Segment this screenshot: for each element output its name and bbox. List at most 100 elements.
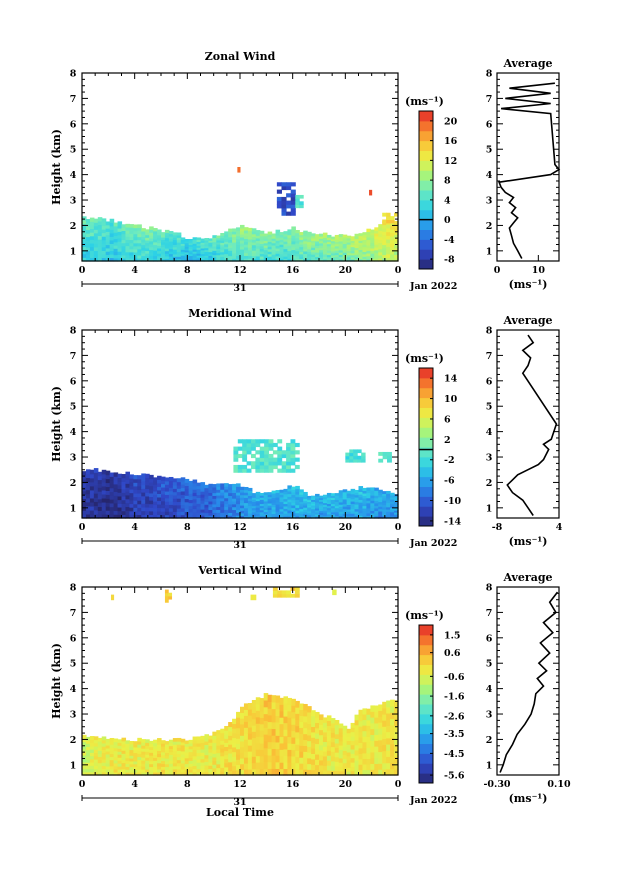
colorbar-segment [419,743,433,754]
heatmap-patch [286,457,291,462]
x-tick-label: 8 [184,522,191,533]
colorbar-segment [419,644,433,656]
colorbar-segment [419,476,433,487]
colorbar-tick-label: 4 [444,195,451,206]
heatmap-patch [255,450,261,455]
y-tick-label: 5 [70,402,77,413]
colorbar-tick-label: 8 [444,176,451,187]
colorbar-segment [419,694,433,705]
average-y-tick-label: 6 [486,119,493,130]
heatmap-patch [295,201,300,205]
x-tick-label: 0 [79,265,86,276]
colorbar-segment [419,456,433,468]
heatmap-patch [386,212,391,217]
heatmap-patch [255,468,261,473]
colorbar-frame [418,624,434,784]
colorbar-tick-label: -6 [444,476,455,487]
average-y-tick-label: 1 [486,760,493,771]
average-y-tick-label: 7 [486,94,493,105]
heatmap-patch [272,593,278,598]
heatmap-patch [277,450,283,455]
heatmap-patch [250,442,256,448]
date-month: Jan 2022 [409,538,457,549]
heatmap-patch [290,211,296,216]
x-tick-label: 0 [395,265,402,276]
heatmap-patch [386,216,391,221]
colorbar-segment [419,447,433,458]
average-profile: Average 1 2 3 4 5 6 7 8 -8 4 (ms⁻¹) [486,314,563,548]
heatmap-patch [264,453,270,459]
date-day: 31 [233,540,246,551]
heatmap-patch [264,461,270,466]
heatmap-patch [110,594,115,601]
heatmap-patch [281,207,287,213]
heatmap-patch [290,193,296,198]
average-y-tick-label: 2 [486,735,493,746]
colorbar-tick-label: 20 [444,116,458,127]
heatmap-patch [353,458,358,463]
heatmap-patch [378,458,384,463]
heatmap-patch [168,592,173,597]
x-tick-label: 20 [339,779,353,790]
heatmap-patch [259,468,265,473]
colorbar-segment [419,723,433,735]
heatmap-patch [268,468,274,473]
heatmap-field [82,167,399,262]
heatmap-patch [349,458,354,463]
heatmap-patch [277,590,283,595]
heatmap-patch [242,442,248,448]
heatmap-patch [242,453,248,459]
heatmap-patch [281,468,287,473]
heatmap-patch [246,442,252,448]
colorbar-segment [419,199,433,211]
heatmap-patch [290,189,296,194]
heatmap-patch [264,450,270,455]
heatmap-patch [361,452,366,457]
x-tick-label: 4 [131,265,138,276]
heatmap-patch [349,449,354,454]
heatmap-patch [255,461,261,466]
y-tick-label: 2 [70,221,77,232]
heatmap-patch [272,464,278,470]
heatmap-patch [290,453,296,459]
y-tick-label: 4 [70,170,77,181]
chart-title: Meridional Wind [188,307,292,320]
heatmap-patch [264,468,270,473]
colorbar-unit: (ms⁻¹) [405,352,444,365]
chart-title: Zonal Wind [205,50,276,63]
heatmap-patch [277,453,283,459]
x-axis-label: Local Time [206,806,274,819]
heatmap-patch [294,590,300,595]
x-tick-label: 16 [286,265,300,276]
colorbar-segment [419,219,433,230]
colorbar-segment [419,486,433,497]
colorbar-segment [419,506,433,517]
heatmap-patch [290,468,296,473]
heatmap-patch [386,219,391,224]
colorbar-segment [419,437,433,448]
heatmap-patch [281,185,287,191]
colorbar-segment [419,249,433,260]
average-x-tick-label: -0.30 [483,779,510,790]
heatmap-patch [237,464,243,470]
average-x-label: (ms⁻¹) [509,535,548,548]
heatmap-patch [277,457,283,462]
heatmap-patch [295,198,300,202]
colorbar-segment [419,496,433,507]
x-tick-label: 0 [395,779,402,790]
heatmap-patch [281,211,287,216]
average-y-tick-label: 7 [486,608,493,619]
average-y-tick-label: 6 [486,633,493,644]
heatmap-patch [294,593,300,598]
colorbar-segment [419,140,433,151]
average-frame [496,329,560,519]
heatmap-patch [286,204,292,209]
heatmap-patch [264,464,270,470]
heatmap-patch [246,450,252,455]
heatmap-patch [237,453,243,459]
y-tick-label: 6 [70,119,77,130]
heatmap-patch [345,455,350,460]
x-tick-label: 12 [233,522,246,533]
